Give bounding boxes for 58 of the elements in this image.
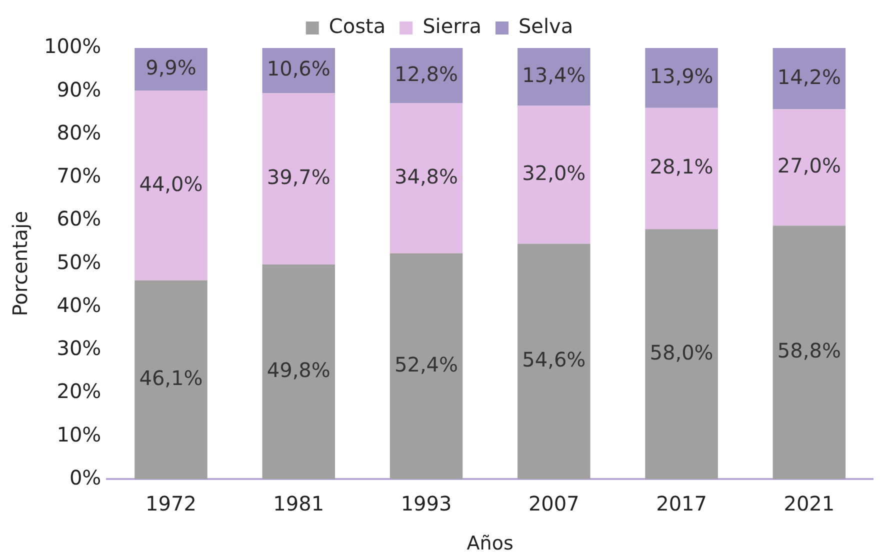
- y-tick-label: 50%: [56, 250, 102, 274]
- bar: [518, 48, 590, 106]
- data-label: 46,1%: [139, 366, 203, 390]
- x-tick-label: 1981: [273, 491, 324, 516]
- data-label: 28,1%: [650, 154, 714, 179]
- y-tick-label: 10%: [56, 422, 102, 446]
- y-tick-label: 80%: [56, 120, 102, 144]
- data-label: 13,4%: [522, 63, 586, 88]
- bar: [262, 48, 336, 94]
- x-tick-label: 2021: [784, 491, 835, 516]
- data-label: 49,8%: [266, 358, 330, 382]
- x-tick-label: 1993: [400, 491, 452, 516]
- data-label: 44,0%: [139, 172, 203, 196]
- data-label: 10,6%: [266, 56, 330, 81]
- legend-label: Costa: [328, 14, 386, 38]
- data-label: 13,9%: [650, 64, 714, 88]
- data-label: 54,6%: [522, 348, 586, 372]
- bar: [134, 280, 208, 480]
- data-label: 27,0%: [777, 154, 841, 178]
- y-tick-label: 0%: [69, 465, 102, 490]
- data-label: 52,4%: [394, 352, 458, 376]
- data-label: 12,8%: [394, 62, 458, 86]
- legend-label: Sierra: [422, 14, 482, 38]
- bar: [262, 93, 336, 264]
- y-tick-label: 70%: [56, 164, 102, 188]
- bar: [645, 48, 718, 108]
- data-label: 58,0%: [650, 340, 714, 364]
- y-tick-label: 60%: [56, 206, 102, 231]
- bar: [518, 244, 590, 480]
- bar: [134, 90, 208, 280]
- data-label: 14,2%: [777, 64, 841, 89]
- y-tick-label: 40%: [56, 292, 102, 317]
- bar: [772, 48, 846, 110]
- bar: [390, 253, 463, 480]
- data-label: 32,0%: [522, 160, 586, 185]
- data-label: 58,8%: [777, 338, 841, 363]
- data-label: 39,7%: [266, 165, 330, 190]
- y-tick-label: 100%: [44, 34, 102, 58]
- bar: [518, 106, 590, 244]
- data-label: 34,8%: [394, 164, 458, 188]
- y-tick-label: 30%: [56, 336, 102, 360]
- x-tick-label: 2017: [656, 491, 707, 516]
- y-axis-title: Porcentaje: [8, 210, 32, 316]
- bar: [390, 48, 463, 104]
- y-tick-label: 90%: [56, 77, 102, 102]
- x-tick-label: 1972: [146, 491, 196, 516]
- x-tick-label: 2007: [528, 491, 580, 516]
- bar: [645, 229, 718, 480]
- bar: [772, 226, 846, 480]
- x-axis-title: Años: [466, 532, 514, 555]
- bar: [262, 264, 336, 480]
- bar: [134, 48, 208, 91]
- y-tick-label: 20%: [56, 379, 102, 404]
- bar: [772, 109, 846, 226]
- legend-label: Selva: [518, 14, 574, 38]
- data-label: 9,9%: [146, 56, 196, 80]
- bar: [390, 103, 463, 254]
- bar: [645, 108, 718, 230]
